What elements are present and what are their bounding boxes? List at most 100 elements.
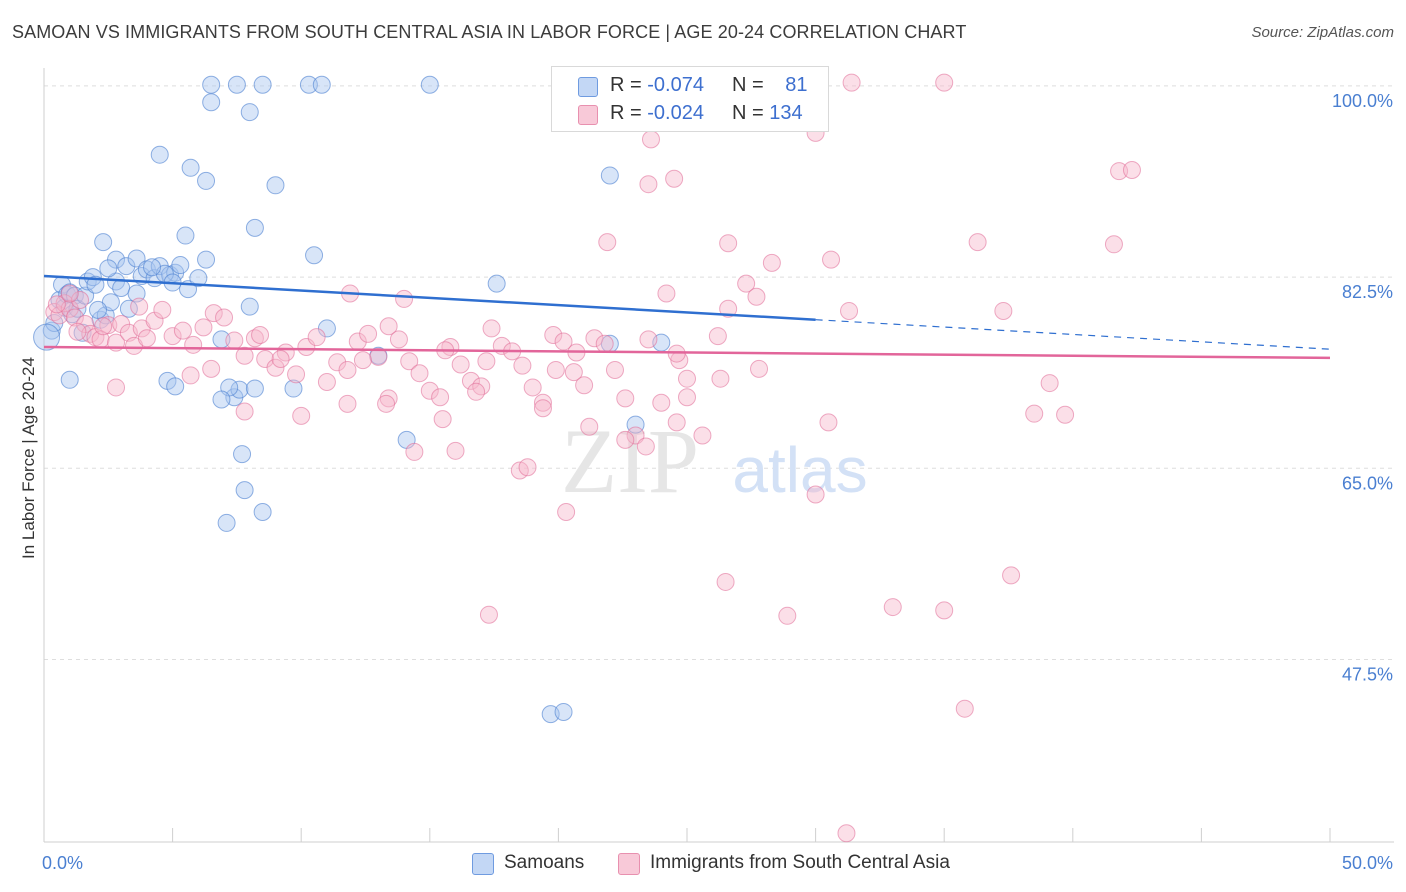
data-point-samoans	[487, 274, 506, 293]
data-point-samoans	[89, 300, 108, 319]
data-point-immigrants	[202, 359, 221, 378]
data-point-immigrants	[557, 503, 576, 522]
data-point-immigrants	[554, 332, 573, 351]
data-point-immigrants	[667, 413, 686, 432]
data-point-immigrants	[616, 389, 635, 408]
legend-row-samoans: R = -0.074 N = 81	[552, 71, 828, 101]
data-point-immigrants	[395, 289, 414, 308]
data-point-immigrants	[1025, 404, 1044, 423]
data-point-immigrants	[678, 369, 696, 388]
data-point-samoans	[305, 246, 324, 265]
data-point-immigrants	[215, 308, 234, 327]
data-point-samoans	[253, 75, 272, 94]
data-point-samoans	[171, 256, 190, 275]
data-point-immigrants	[194, 318, 213, 337]
data-point-immigrants	[431, 388, 450, 407]
legend-row-immigrants: R = -0.024 N = 134	[552, 99, 828, 129]
data-point-samoans	[312, 75, 331, 94]
data-point-samoans	[240, 297, 259, 316]
data-point-immigrants	[652, 393, 671, 412]
data-point-samoans	[235, 481, 254, 500]
data-point-immigrants	[94, 317, 113, 336]
trend-line-immigrants	[43, 345, 1331, 360]
data-point-immigrants	[533, 399, 552, 418]
data-point-immigrants	[338, 360, 357, 379]
data-point-immigrants	[379, 317, 398, 336]
data-point-samoans	[217, 513, 236, 532]
data-point-immigrants	[50, 306, 69, 325]
data-point-immigrants	[598, 233, 617, 252]
data-point-immigrants	[605, 360, 624, 379]
data-point-immigrants	[446, 441, 465, 460]
data-point-immigrants	[292, 406, 311, 425]
data-point-immigrants	[467, 382, 486, 401]
bottom-legend-label: Immigrants from South Central Asia	[650, 852, 950, 873]
data-point-immigrants	[616, 430, 635, 449]
data-point-samoans	[554, 702, 573, 721]
data-point-samoans	[197, 171, 216, 190]
data-point-samoans	[143, 258, 162, 277]
watermark-atlas: atlas	[732, 434, 867, 506]
data-point-immigrants	[71, 291, 90, 310]
data-point-immigrants	[842, 73, 861, 92]
axes	[43, 68, 1394, 843]
source-credit: Source: ZipAtlas.com	[1251, 24, 1394, 41]
data-point-immigrants	[935, 73, 954, 92]
data-point-samoans	[60, 370, 79, 389]
data-point-samoans	[117, 257, 136, 276]
data-point-immigrants	[461, 371, 480, 390]
data-point-immigrants	[575, 376, 594, 395]
data-point-immigrants	[641, 130, 660, 149]
data-point-samoans	[127, 284, 146, 303]
data-point-immigrants	[883, 598, 902, 617]
trend-line-samoans	[43, 274, 816, 321]
data-point-samoans	[189, 269, 208, 288]
data-point-immigrants	[693, 426, 712, 445]
data-point-samoans	[127, 249, 146, 268]
data-point-immigrants	[55, 294, 74, 313]
data-point-immigrants	[819, 413, 838, 432]
data-point-immigrants	[60, 284, 79, 303]
data-point-immigrants	[837, 824, 856, 843]
legend-r: R = -0.024	[610, 102, 704, 124]
data-point-immigrants	[564, 363, 583, 382]
data-point-immigrants	[994, 301, 1013, 320]
data-point-samoans	[420, 75, 439, 94]
data-point-samoans	[176, 226, 195, 245]
y-tick-label: 65.0%	[1342, 473, 1393, 493]
legend: R = -0.074 N = 81 R = -0.024 N = 134	[551, 66, 829, 132]
data-point-samoans	[150, 145, 169, 164]
data-point-immigrants	[750, 359, 769, 378]
data-point-immigrants	[173, 321, 192, 340]
data-point-immigrants	[482, 319, 501, 338]
data-point-immigrants	[1122, 160, 1141, 179]
legend-swatch-blue	[578, 77, 598, 97]
watermark: ZIP atlas	[561, 410, 868, 512]
data-point-immigrants	[626, 426, 645, 445]
data-point-samoans	[227, 75, 246, 94]
data-point-immigrants	[595, 334, 614, 353]
data-point-immigrants	[968, 233, 987, 252]
data-point-immigrants	[955, 699, 974, 718]
data-point-immigrants	[822, 250, 841, 269]
data-point-immigrants	[479, 605, 498, 624]
y-tick-label: 82.5%	[1342, 282, 1393, 302]
data-point-immigrants	[678, 388, 696, 407]
data-point-immigrants	[546, 360, 565, 379]
x-tick-label: 50.0%	[1342, 853, 1393, 873]
data-point-immigrants	[47, 295, 66, 314]
y-tick-label: 47.5%	[1342, 665, 1393, 685]
data-point-samoans	[86, 275, 105, 294]
data-point-immigrants	[639, 330, 658, 349]
data-point-samoans	[166, 377, 185, 396]
data-point-immigrants	[400, 352, 419, 371]
legend-swatch-pink	[578, 105, 598, 125]
legend-r: R = -0.074	[610, 74, 704, 96]
data-point-immigrants	[639, 175, 658, 194]
series-immigrants-south-central-asia	[45, 73, 1141, 843]
data-point-immigrants	[410, 364, 429, 383]
data-point-samoans	[299, 75, 318, 94]
legend-n: N = 81	[732, 74, 808, 96]
data-point-immigrants	[181, 366, 200, 385]
